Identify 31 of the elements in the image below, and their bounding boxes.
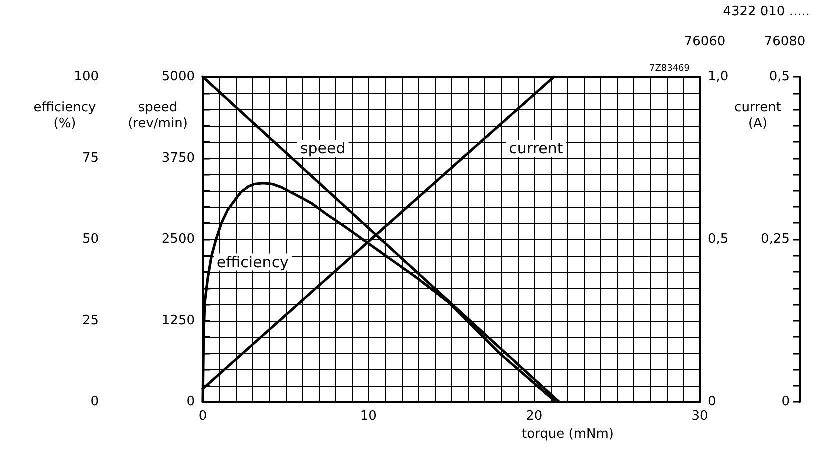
y2-tick-label: 1250	[162, 313, 195, 328]
x-tick-label: 0	[198, 409, 208, 424]
y-tick-label: 50	[82, 232, 99, 247]
series-label: current	[509, 140, 564, 158]
y2-axis-title: speed (rev/min)	[128, 100, 188, 132]
text: 76060	[684, 34, 726, 50]
y3-tick-label: 0,5	[708, 232, 729, 247]
text: 0,25	[761, 232, 790, 247]
y-tick-label: 100	[74, 70, 99, 84]
y2-tick-label: 2500	[162, 232, 195, 247]
x-tick-label: 30	[692, 409, 708, 424]
text: 0,5	[769, 70, 790, 84]
text: 7Z83469	[649, 64, 690, 74]
y3-tick-label: 1,0	[708, 70, 729, 84]
y2-tick-label: 0	[186, 394, 195, 410]
y3-tick-label: 0	[708, 394, 716, 410]
y-tick-label: 25	[82, 313, 99, 328]
y-tick-label: 0	[90, 394, 99, 410]
x-tick-label: 20	[526, 409, 543, 424]
y3-axis-title: current (A)	[734, 100, 782, 132]
y2-tick-label: 5000	[162, 70, 195, 84]
series-label: speed	[300, 140, 346, 158]
y-axis-title: efficiency (%)	[34, 100, 97, 132]
x-axis-title: torque (mNm)	[522, 427, 614, 442]
text: 76080	[764, 34, 806, 50]
y2-tick-label: 3750	[162, 150, 195, 166]
x-tick-label: 10	[360, 409, 377, 424]
text: 0	[782, 394, 790, 410]
y-tick-label: 75	[82, 150, 99, 166]
series-label: efficiency	[216, 253, 290, 272]
text: 4322 010 .....	[723, 4, 810, 20]
